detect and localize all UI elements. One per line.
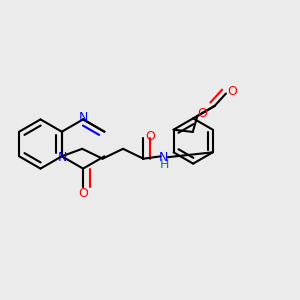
Text: O: O	[78, 187, 88, 200]
Text: N: N	[58, 151, 68, 164]
Text: O: O	[145, 130, 155, 143]
Text: N: N	[78, 111, 88, 124]
Text: N: N	[159, 151, 168, 164]
Text: H: H	[159, 158, 169, 171]
Text: O: O	[197, 107, 207, 120]
Text: O: O	[227, 85, 237, 98]
